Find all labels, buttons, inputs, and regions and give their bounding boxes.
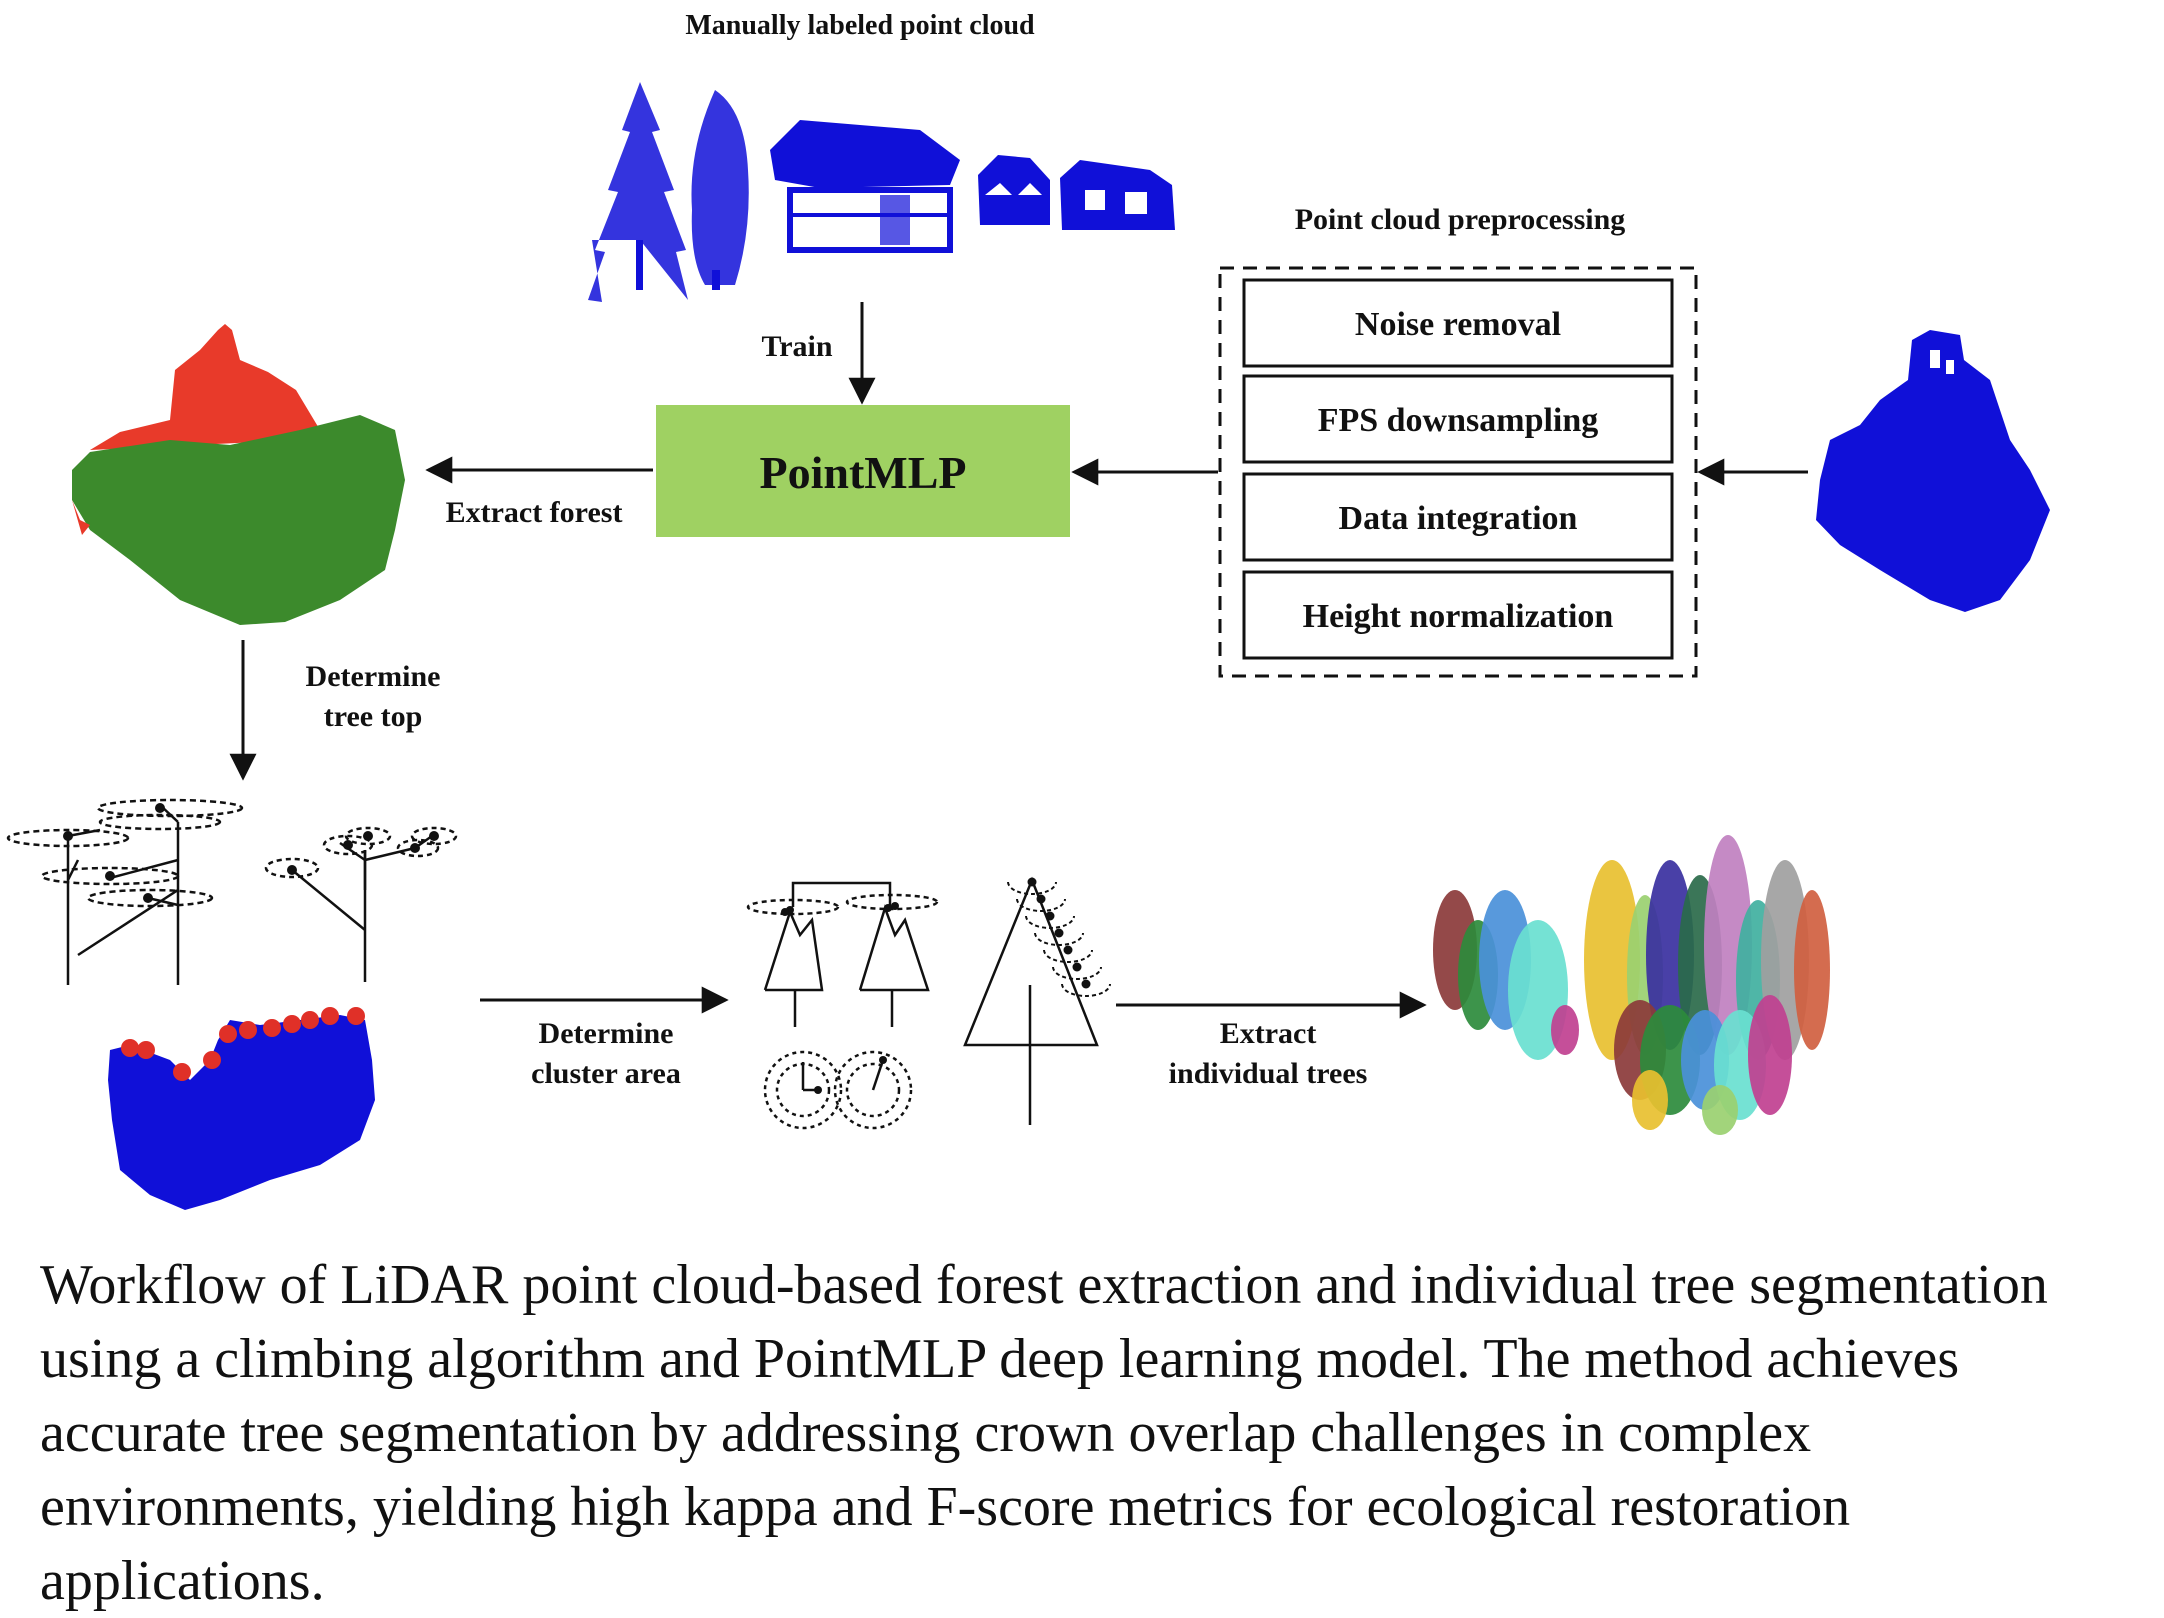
preproc-step: Height normalization: [1242, 570, 1674, 660]
tree-top-points: [63, 803, 439, 903]
train-label: Train: [761, 330, 832, 363]
climb-point: [1063, 945, 1073, 955]
preproc-step-label: Noise removal: [1355, 306, 1561, 343]
treetop-dot: [301, 1011, 319, 1029]
preproc-step: FPS downsampling: [1242, 374, 1674, 464]
climb-point: [1045, 911, 1055, 921]
treetop-point-cloud: [108, 1007, 375, 1210]
climb-arc: [1007, 881, 1057, 895]
climb-point: [1081, 979, 1091, 989]
treetop-dot: [173, 1063, 191, 1081]
climb-point: [1072, 962, 1082, 972]
cluster-points: [781, 902, 899, 1094]
determine-cluster-label-1: Determine: [539, 1017, 674, 1050]
treetop-dot: [321, 1007, 339, 1025]
climb-point: [1054, 928, 1064, 938]
preproc-step-label: FPS downsampling: [1318, 402, 1599, 439]
climb-arc: [1052, 966, 1102, 980]
treetop-dot: [121, 1039, 139, 1057]
manual-point-cloud: [588, 82, 1175, 302]
segmented-tree: [1551, 1005, 1579, 1055]
segmented-tree: [1632, 1070, 1668, 1130]
preproc-step: Noise removal: [1242, 278, 1674, 368]
treetop-dot: [239, 1021, 257, 1039]
segmented-tree-clouds: [1433, 835, 1830, 1135]
pointmlp-box: [656, 405, 1070, 537]
extract-trees-label-1: Extract: [1220, 1017, 1317, 1050]
treetop-dot: [263, 1019, 281, 1037]
treetop-dot: [347, 1007, 365, 1025]
cluster-schematic: [746, 876, 1099, 1130]
climbing-steps: [1007, 877, 1111, 997]
preproc-step-label: Height normalization: [1303, 598, 1614, 635]
extract-forest-label: Extract forest: [446, 496, 623, 529]
determine-cluster-label-2: cluster area: [531, 1057, 681, 1090]
segmented-tree: [1748, 995, 1792, 1115]
climb-point: [1036, 894, 1046, 904]
climb-point: [1027, 877, 1037, 887]
climb-arc: [1061, 983, 1111, 997]
preproc-panel: [1218, 266, 1698, 678]
classified-point-cloud: [72, 324, 405, 625]
preproc-step: Data integration: [1242, 472, 1674, 562]
pointmlp-label: PointMLP: [760, 447, 967, 498]
climb-arc: [1034, 932, 1084, 946]
preproc-title: Point cloud preprocessing: [1295, 203, 1626, 236]
extract-trees-label-2: individual trees: [1169, 1057, 1368, 1090]
climb-arc: [1025, 915, 1075, 929]
climb-arc: [1043, 949, 1093, 963]
treetop-dot: [283, 1015, 301, 1033]
treetop-dot: [219, 1025, 237, 1043]
determine-top-label-2: tree top: [324, 700, 423, 733]
preproc-step-label: Data integration: [1339, 500, 1578, 537]
determine-top-label-1: Determine: [306, 660, 441, 693]
figure-caption: Workflow of LiDAR point cloud-based fore…: [40, 1254, 2048, 1612]
treetop-dot: [137, 1041, 155, 1059]
segmented-tree: [1702, 1085, 1738, 1135]
manual-label: Manually labeled point cloud: [685, 10, 1035, 41]
preproc-steps: Noise removal FPS downsampling Data integr…: [1242, 278, 1674, 660]
tree-top-schematic: [6, 798, 458, 985]
segmented-tree: [1794, 890, 1830, 1050]
treetop-dot: [203, 1051, 221, 1069]
raw-point-cloud: [1816, 330, 2050, 612]
climb-arc: [1016, 898, 1066, 912]
